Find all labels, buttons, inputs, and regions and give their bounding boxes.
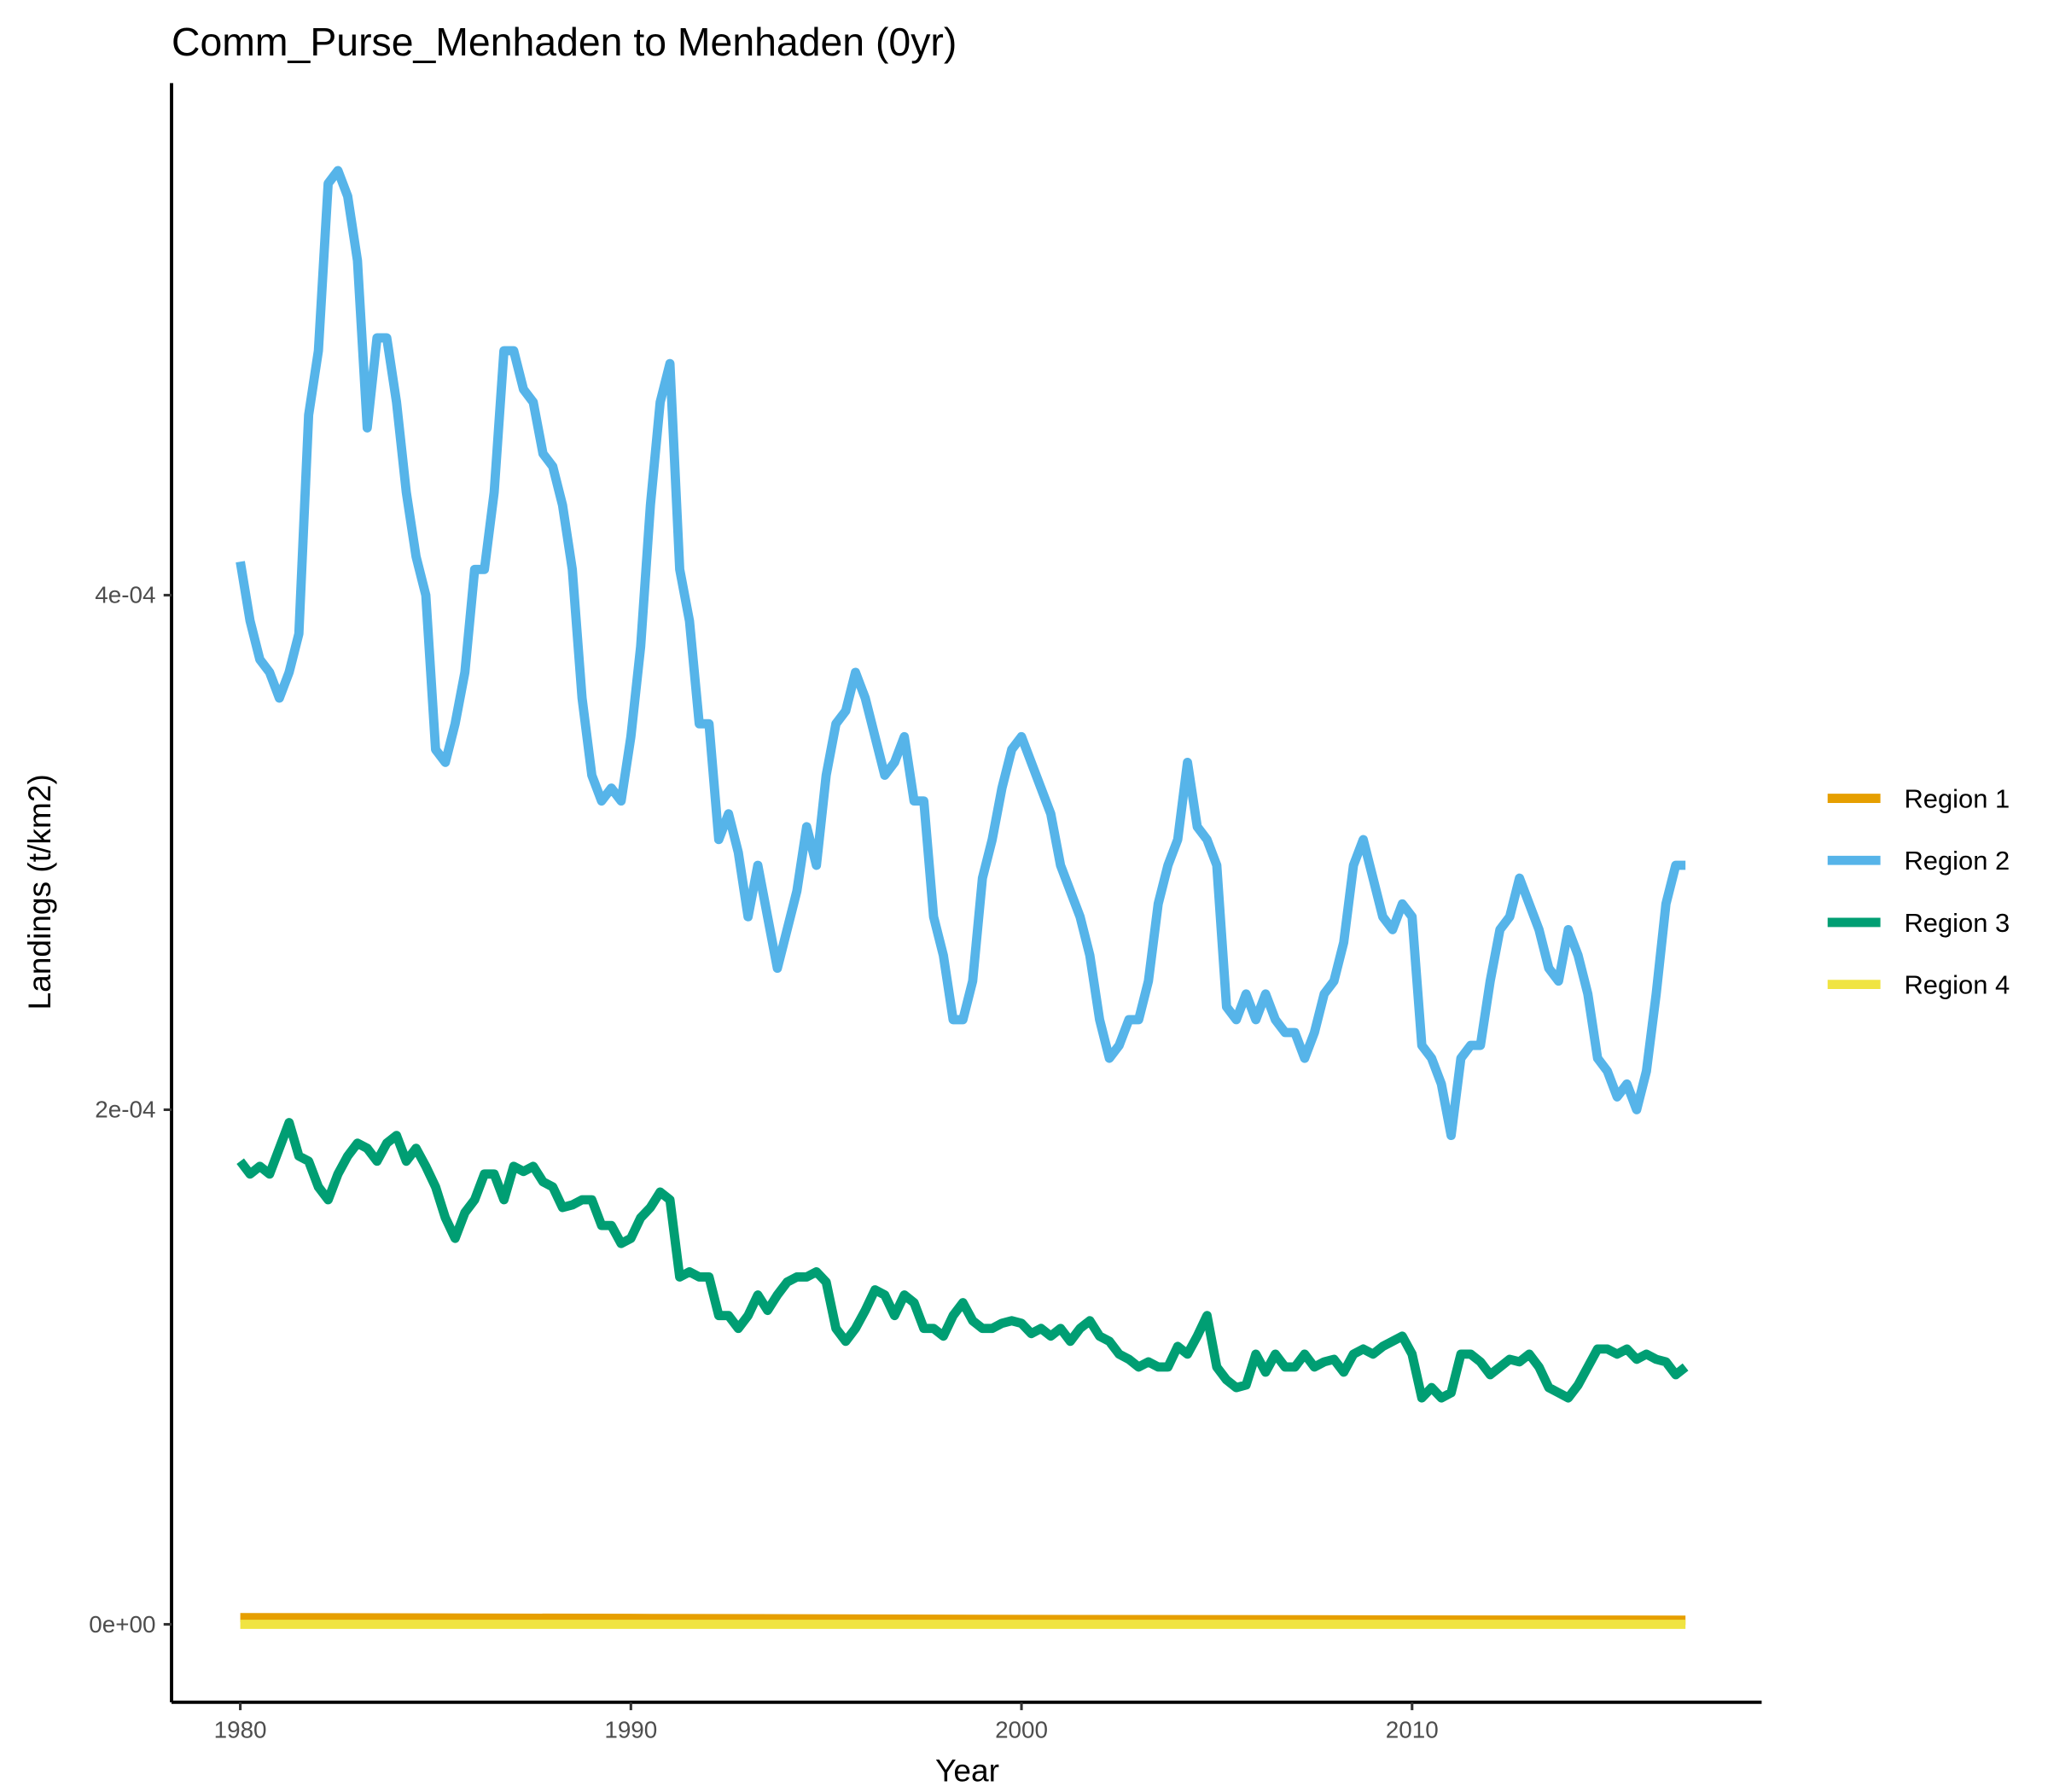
x-axis-title: Year — [935, 1753, 999, 1789]
legend-label: Region 2 — [1904, 846, 2010, 876]
legend-label: Region 1 — [1904, 783, 2010, 813]
data-line — [236, 1118, 1689, 1403]
x-tick-label: 1990 — [604, 1717, 657, 1743]
y-tick-label: 4e-04 — [95, 582, 155, 608]
x-tick-label: 1980 — [214, 1717, 267, 1743]
legend-label: Region 3 — [1904, 908, 2010, 938]
plot-area — [236, 166, 1689, 1629]
x-tick-label: 2000 — [995, 1717, 1048, 1743]
legend: Region 1 Region 2 Region 3 Region 4 — [1827, 783, 2010, 999]
legend-label: Region 4 — [1904, 969, 2010, 999]
y-tick-label: 2e-04 — [95, 1097, 155, 1123]
y-axis-title: Landings (t/km2) — [21, 774, 57, 1009]
data-line — [236, 166, 1686, 1141]
y-tick-label: 0e+00 — [89, 1611, 155, 1638]
chart-title: Comm_Purse_Menhaden to Menhaden (0yr) — [172, 20, 957, 64]
x-tick-label: 2010 — [1386, 1717, 1439, 1743]
